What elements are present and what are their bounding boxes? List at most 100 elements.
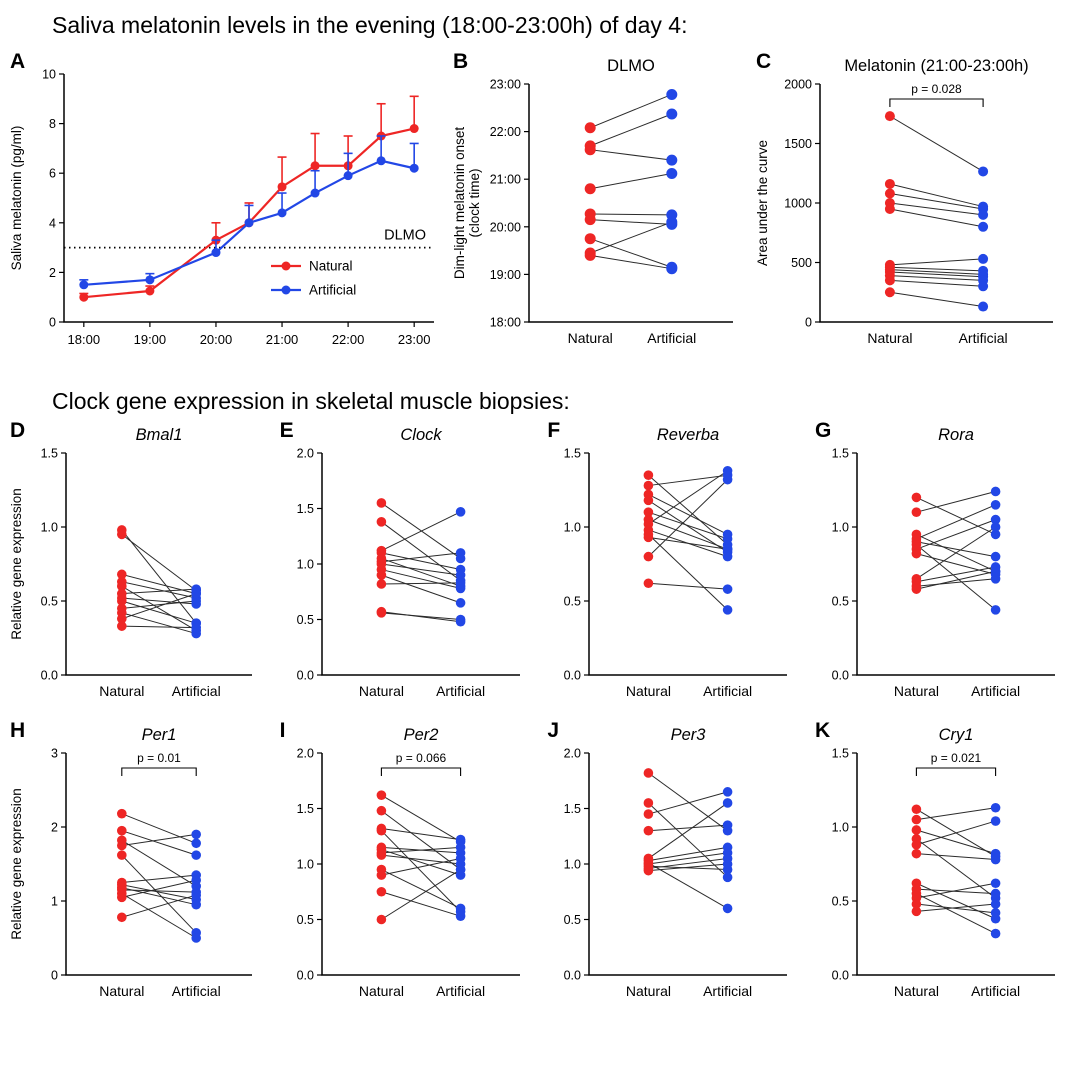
p-value-bracket (121, 767, 197, 777)
svg-text:19:00: 19:00 (490, 267, 521, 281)
chart-K: Cry1 0.0 0.5 1.0 1.5 Natural Artificial p = 0.0… (832, 726, 1055, 999)
panel-A-letter: A (10, 49, 26, 73)
svg-text:Per3: Per3 (671, 726, 707, 744)
natural-points (643, 470, 654, 589)
svg-text:p = 0.021: p = 0.021 (931, 751, 982, 765)
p-value-bracket (889, 98, 984, 107)
svg-text:Artificial: Artificial (172, 983, 221, 999)
natural-points (911, 804, 922, 917)
svg-text:1.5: 1.5 (41, 447, 58, 461)
svg-text:Dim-light melatonin onset: Dim-light melatonin onset (452, 126, 467, 279)
artificial-points (455, 834, 466, 922)
svg-text:0.0: 0.0 (564, 669, 581, 683)
svg-text:Reverba: Reverba (657, 426, 719, 444)
svg-text:Natural: Natural (99, 983, 144, 999)
svg-text:p = 0.028: p = 0.028 (911, 82, 962, 96)
axes (588, 753, 788, 976)
svg-text:22:00: 22:00 (490, 125, 521, 139)
pair-lines (590, 93, 672, 269)
svg-text:1.5: 1.5 (564, 802, 581, 816)
axes (320, 453, 520, 676)
panel-E-letter: E (279, 419, 294, 443)
svg-text:p = 0.01: p = 0.01 (137, 751, 181, 765)
chart-D: Bmal1 0.0 0.5 1.0 1.5 Relative gene expressio… (9, 426, 252, 699)
artificial-points (191, 584, 201, 639)
panel-I-plot: Per2 0.0 0.5 1.0 1.5 2.0 Natural Artificial p = … (278, 719, 534, 1019)
svg-text:DLMO: DLMO (607, 57, 655, 75)
svg-text:Saliva melatonin (pg/ml): Saliva melatonin (pg/ml) (9, 125, 24, 270)
p-value-bracket (915, 767, 997, 777)
svg-text:0: 0 (49, 315, 56, 329)
svg-text:10: 10 (42, 67, 56, 81)
p-value-bracket (380, 767, 461, 777)
svg-text:1500: 1500 (784, 137, 812, 151)
axes (320, 753, 520, 976)
svg-text:19:00: 19:00 (134, 332, 167, 347)
svg-text:Natural: Natural (626, 983, 671, 999)
svg-text:p = 0.066: p = 0.066 (395, 751, 446, 765)
section-title-melatonin: Saliva melatonin levels in the evening (… (52, 12, 688, 38)
svg-text:2000: 2000 (784, 77, 812, 91)
svg-text:DLMO: DLMO (384, 227, 426, 243)
panel-D-plot: Bmal1 0.0 0.5 1.0 1.5 Relative gene expressio… (8, 419, 266, 719)
svg-text:Artificial: Artificial (647, 330, 696, 346)
section-title-genes: Clock gene expression in skeletal muscle… (52, 387, 570, 414)
svg-text:0.0: 0.0 (564, 969, 581, 983)
panel-G-letter: G (814, 419, 832, 443)
svg-text:Natural: Natural (358, 683, 403, 699)
artificial-points (455, 507, 466, 627)
svg-text:Relative gene expression: Relative gene expression (9, 788, 24, 940)
panel-G: G Rora 0.0 0.5 1.0 1.5 Natural Artificial (813, 419, 1069, 719)
chart-C: Melatonin (21:00-23:00h) 0 500 1000 1500 2000… (755, 57, 1053, 346)
svg-text:Natural: Natural (358, 983, 403, 999)
panel-H-letter: H (10, 719, 26, 743)
chart-A: 0 2 4 6 8 10 Saliva melatonin (pg/ml) 18:00 19:0… (9, 67, 434, 347)
svg-text:21:00: 21:00 (266, 332, 299, 347)
svg-text:1: 1 (51, 895, 58, 909)
panel-F-plot: Reverba 0.0 0.5 1.0 1.5 Natural Artificial (545, 419, 801, 719)
chart-F: Reverba 0.0 0.5 1.0 1.5 Natural Artificial (564, 426, 788, 699)
svg-text:18:00: 18:00 (68, 332, 101, 347)
figure: Saliva melatonin levels in the evening (… (8, 12, 1069, 1019)
artificial-points (978, 166, 989, 312)
svg-text:Natural: Natural (867, 330, 912, 346)
svg-text:1.0: 1.0 (564, 521, 581, 535)
svg-text:23:00: 23:00 (398, 332, 431, 347)
svg-text:1.0: 1.0 (296, 858, 313, 872)
natural-points (117, 525, 127, 632)
svg-text:0.5: 0.5 (41, 595, 58, 609)
svg-text:2: 2 (51, 821, 58, 835)
series-natural (79, 95, 419, 302)
svg-text:0.5: 0.5 (564, 595, 581, 609)
svg-text:1.0: 1.0 (41, 521, 58, 535)
pair-lines (121, 813, 197, 939)
pair-lines (380, 794, 461, 921)
svg-text:Artificial: Artificial (436, 983, 485, 999)
panel-F-letter: F (547, 419, 561, 443)
pair-lines (916, 491, 996, 611)
panel-A: A 0 2 4 6 8 10 Saliva melatonin (pg/ml) 18:00 19… (8, 50, 448, 368)
svg-text:1.5: 1.5 (832, 447, 849, 461)
natural-points (584, 121, 596, 261)
svg-text:Natural: Natural (99, 683, 144, 699)
artificial-points (990, 486, 1001, 615)
axes (819, 83, 1053, 323)
svg-text:Artificial: Artificial (703, 683, 752, 699)
svg-text:0.0: 0.0 (296, 669, 313, 683)
chart-G: Rora 0.0 0.5 1.0 1.5 Natural Artificial (832, 426, 1055, 699)
svg-text:2.0: 2.0 (296, 747, 313, 761)
svg-text:Relative gene expression: Relative gene expression (9, 488, 24, 640)
svg-text:23:00: 23:00 (490, 77, 521, 91)
svg-text:1.5: 1.5 (296, 502, 313, 516)
svg-text:1.0: 1.0 (832, 821, 849, 835)
svg-text:0.5: 0.5 (832, 895, 849, 909)
panel-A-plot: 0 2 4 6 8 10 Saliva melatonin (pg/ml) 18:00 19:0… (8, 50, 448, 368)
panel-B-letter: B (453, 49, 469, 73)
svg-text:6: 6 (49, 166, 56, 180)
svg-text:Artificial: Artificial (971, 983, 1020, 999)
svg-text:Artificial: Artificial (959, 330, 1008, 346)
axes (63, 73, 434, 323)
svg-text:0.5: 0.5 (296, 913, 313, 927)
svg-text:Natural: Natural (894, 983, 939, 999)
panel-K: K Cry1 0.0 0.5 1.0 1.5 Natural Artificial p = 0… (813, 719, 1069, 1019)
